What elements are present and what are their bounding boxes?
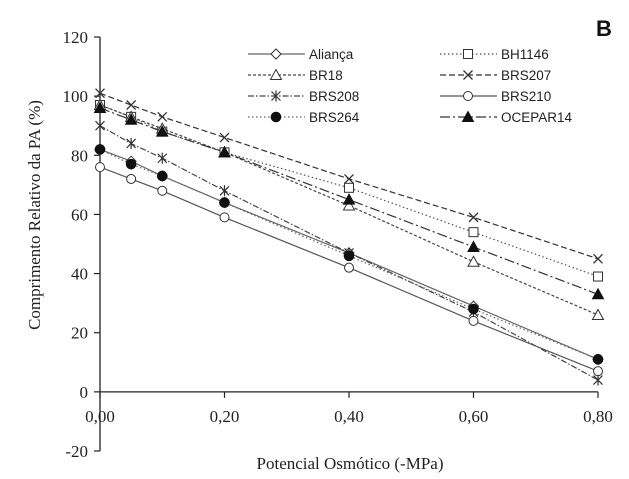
legend-label-br18: BR18: [309, 68, 343, 83]
y-axis-ticks: -20 0 20 40 60 80 100 120: [63, 28, 100, 461]
data-point-brs208: [95, 120, 105, 132]
legend: Aliança BH1146 BR18 BRS207 BRS208 BRS210 BRS26…: [248, 47, 573, 125]
x-tick-label: 0,40: [334, 407, 364, 426]
data-point-brs264: [343, 250, 355, 262]
data-point-ocepar14: [342, 193, 356, 205]
data-point-br18: [342, 199, 356, 211]
legend-label-ocepar14: OCEPAR14: [501, 110, 573, 125]
legend-label-brs207: BRS207: [501, 68, 551, 83]
data-point-br18: [591, 308, 605, 320]
panel-label: B: [596, 16, 612, 41]
data-point-bh1146: [468, 227, 479, 238]
series-markers: [93, 88, 605, 386]
data-point-brs208: [157, 152, 168, 164]
y-tick-label: -20: [65, 442, 88, 461]
y-tick-label: 60: [71, 205, 88, 224]
data-point-brs210: [157, 185, 168, 196]
legend-label-bh1146: BH1146: [501, 47, 549, 62]
data-point-brs207: [126, 100, 137, 110]
x-tick-label: 0,60: [459, 407, 489, 426]
legend-label-alian-a: Aliança: [309, 47, 354, 62]
x-tick-label: 0,20: [210, 407, 240, 426]
y-tick-label: 100: [63, 87, 89, 106]
legend-marker-bh1146: [463, 49, 473, 59]
data-point-brs207: [157, 111, 168, 122]
data-point-brs207: [219, 132, 230, 143]
data-point-brs210: [126, 173, 137, 184]
legend-marker-alian-a: [270, 48, 282, 60]
x-axis-title: Potencial Osmótico (-MPa): [257, 454, 444, 473]
data-point-brs264: [156, 170, 168, 182]
data-point-brs210: [593, 366, 603, 377]
legend-label-brs210: BRS210: [501, 89, 551, 104]
data-point-brs207: [468, 212, 479, 223]
data-point-brs210: [95, 162, 105, 173]
data-point-brs264: [592, 354, 604, 365]
legend-marker-ocepar14: [461, 110, 475, 122]
data-point-brs207: [593, 253, 603, 264]
legend-marker-brs207: [463, 70, 473, 80]
legend-marker-brs264: [270, 111, 282, 123]
y-tick-label: 80: [71, 146, 88, 165]
legend-label-brs264: BRS264: [309, 110, 360, 125]
legend-marker-brs210: [463, 91, 473, 101]
legend-marker-br18: [269, 68, 283, 80]
data-point-ocepar14: [124, 113, 138, 125]
x-tick-label: 0,00: [85, 407, 115, 426]
x-tick-label: 0,80: [583, 407, 613, 426]
data-point-br18: [467, 255, 480, 267]
y-tick-label: 20: [71, 324, 88, 343]
data-point-ocepar14: [93, 101, 107, 113]
data-point-brs264: [219, 197, 230, 208]
x-axis-ticks: 0,00 0,20 0,40 0,60 0,80: [85, 391, 613, 426]
y-tick-label: 0: [80, 383, 89, 402]
data-point-brs264: [468, 303, 479, 315]
data-point-brs208: [593, 374, 603, 386]
data-point-ocepar14: [155, 125, 169, 137]
data-point-brs210: [344, 262, 354, 273]
data-point-brs208: [219, 185, 230, 197]
data-point-bh1146: [593, 271, 603, 282]
y-axis-title: Comprimento Relativo da PA (%): [25, 100, 44, 330]
data-point-ocepar14: [467, 240, 480, 252]
data-point-brs207: [344, 173, 354, 184]
data-point-brs264: [94, 144, 106, 155]
data-point-brs264: [125, 158, 137, 170]
data-point-brs207: [95, 88, 105, 99]
legend-marker-brs208: [271, 90, 281, 102]
data-point-brs208: [126, 137, 137, 149]
data-point-bh1146: [344, 182, 354, 193]
y-tick-label: 40: [71, 265, 88, 284]
data-point-ocepar14: [591, 287, 605, 300]
data-point-ocepar14: [218, 145, 231, 158]
series-lines: [99, 92, 599, 381]
y-tick-label: 120: [63, 28, 89, 47]
data-point-brs210: [468, 315, 479, 326]
legend-label-brs208: BRS208: [309, 89, 359, 104]
data-point-brs210: [219, 212, 230, 223]
